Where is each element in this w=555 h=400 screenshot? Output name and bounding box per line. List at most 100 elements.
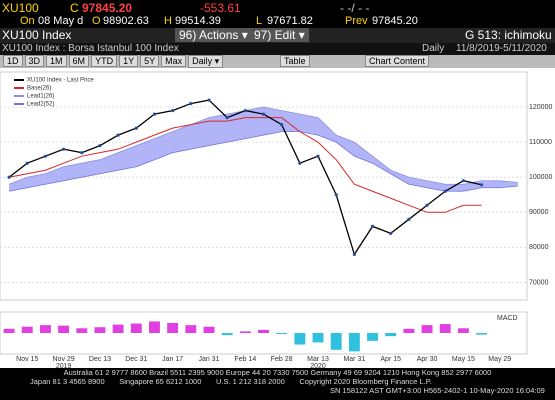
macd-bar bbox=[221, 333, 233, 336]
price-point bbox=[134, 126, 138, 130]
price-point bbox=[261, 112, 266, 116]
x-tick-label: Jan 31 bbox=[198, 356, 219, 363]
price-point bbox=[243, 108, 247, 113]
prev: 97845.20 bbox=[372, 15, 418, 27]
frequency-select[interactable]: Daily ▾ bbox=[188, 55, 224, 68]
footer-line2: Japan 81 3 4565 8900 Singapore 65 6212 1… bbox=[0, 377, 555, 387]
toolbar: 1D 3D 1M 6M YTD 1Y 5Y Max Daily ▾ Table Chart Cont… bbox=[0, 55, 555, 68]
price-point bbox=[171, 108, 175, 113]
last-label: C bbox=[70, 1, 79, 15]
series-line bbox=[8, 106, 518, 185]
y-tick-label: 100000 bbox=[529, 174, 552, 181]
cloud bbox=[9, 107, 518, 192]
ohlc-row: On 08 May d O 98902.63 H 99514.39 L 9767… bbox=[0, 15, 555, 28]
macd-bar bbox=[258, 329, 269, 333]
high: 99514.39 bbox=[175, 15, 221, 27]
price-point bbox=[389, 231, 393, 235]
macd-bar bbox=[112, 324, 124, 333]
legend-label: Lead2(52) bbox=[27, 102, 54, 108]
x-tick-label: Feb 14 bbox=[234, 356, 256, 363]
x-tick-label: May 15 bbox=[452, 356, 475, 363]
range-button[interactable]: 5Y bbox=[140, 55, 160, 67]
macd-bar bbox=[203, 326, 215, 333]
low: 97671.82 bbox=[267, 15, 313, 27]
price-point bbox=[443, 189, 447, 193]
table-button[interactable]: Table bbox=[280, 55, 310, 67]
price-point bbox=[425, 203, 429, 207]
change: -553.61 bbox=[200, 1, 241, 15]
range-button[interactable]: 1M bbox=[46, 55, 67, 67]
y-tick-label: 90000 bbox=[529, 209, 549, 216]
y-tick-label: 110000 bbox=[529, 139, 552, 146]
range-button[interactable]: Max bbox=[161, 55, 187, 67]
range-button[interactable]: 6M bbox=[68, 55, 90, 67]
actions-menu[interactable]: 96) Actions ▾ bbox=[175, 28, 252, 42]
description: XU100 Index : Borsa Istanbul 100 Index bbox=[2, 43, 179, 54]
template: G 513: ichimoku bbox=[465, 28, 552, 42]
y-tick-label: 80000 bbox=[529, 244, 549, 251]
price-point bbox=[334, 193, 338, 197]
on: On bbox=[20, 15, 35, 27]
range-button[interactable]: YTD bbox=[91, 55, 118, 67]
range-button[interactable]: 3D bbox=[24, 55, 45, 67]
series-line bbox=[8, 117, 482, 213]
range-button[interactable]: 1D bbox=[3, 55, 23, 67]
price-point bbox=[352, 252, 356, 256]
year-label: 2019 bbox=[56, 363, 72, 368]
chart: 70000 80000 90000 100000 110000 120000 XU100 I… bbox=[0, 68, 555, 368]
price-point bbox=[298, 161, 302, 165]
macd-bar bbox=[94, 327, 106, 333]
price-point bbox=[25, 161, 29, 165]
price-point bbox=[62, 147, 66, 151]
macd-label: MACD bbox=[497, 315, 518, 322]
price-point bbox=[461, 179, 465, 183]
prev-label: Prev bbox=[345, 15, 368, 27]
low-label: L bbox=[256, 15, 263, 27]
x-tick-label: Jan 17 bbox=[162, 356, 183, 363]
macd-bar bbox=[312, 333, 324, 343]
price-point bbox=[479, 183, 484, 187]
period: Daily bbox=[422, 43, 445, 54]
x-tick-label: Dec 13 bbox=[89, 356, 111, 363]
action-row: XU100 Index 96) Actions ▾ 97) Edit ▾ G 5… bbox=[0, 28, 555, 43]
price-point bbox=[225, 116, 229, 120]
macd-bar bbox=[294, 333, 306, 345]
price-point bbox=[207, 98, 211, 102]
x-tick-label: Nov 15 bbox=[16, 356, 38, 363]
legend-label: Base(26) bbox=[27, 86, 51, 92]
x-tick-label: May 29 bbox=[488, 356, 511, 363]
ticker: XU100 bbox=[2, 1, 39, 15]
price-point bbox=[280, 123, 284, 127]
x-tick-label: Feb 28 bbox=[271, 356, 293, 363]
footer-line3: SN 158122 AST GMT+3:00 H565-2402-1 10-Ma… bbox=[0, 386, 555, 396]
x-tick-label: Mar 13 bbox=[307, 356, 329, 363]
range-button[interactable]: 1Y bbox=[119, 55, 139, 67]
macd-bar bbox=[130, 323, 142, 333]
price-point bbox=[152, 112, 157, 116]
macd-bar bbox=[421, 325, 433, 333]
x-tick-label: Apr 15 bbox=[380, 356, 401, 363]
macd-bar bbox=[330, 333, 342, 350]
y-tick-label: 70000 bbox=[529, 279, 549, 286]
chart-content-button[interactable]: Chart Content bbox=[365, 55, 430, 67]
footer-line3-text: SN 158122 AST GMT+3:00 H565-2402-1 10-Ma… bbox=[330, 386, 545, 395]
price-point bbox=[80, 151, 84, 155]
open-label: O bbox=[92, 15, 101, 27]
security: XU100 Index bbox=[2, 28, 72, 42]
open: 98902.63 bbox=[103, 15, 149, 27]
macd-bar bbox=[76, 328, 88, 333]
last-price: 97845.20 bbox=[82, 1, 133, 15]
desc-row: XU100 Index : Borsa Istanbul 100 Index D… bbox=[0, 43, 555, 55]
macd-bar bbox=[457, 328, 469, 333]
date-range: 11/8/2019-5/11/2020 bbox=[456, 43, 547, 54]
price-point bbox=[316, 154, 320, 158]
macd-bar bbox=[276, 333, 288, 335]
macd-bar bbox=[39, 325, 51, 333]
macd-frame bbox=[0, 311, 528, 355]
x-tick-label: Nov 29 bbox=[53, 356, 75, 363]
legend-label: Lead1(26) bbox=[27, 94, 54, 100]
macd-bar bbox=[439, 324, 451, 333]
macd-bar bbox=[367, 333, 378, 341]
edit-menu[interactable]: 97) Edit ▾ bbox=[250, 28, 309, 42]
